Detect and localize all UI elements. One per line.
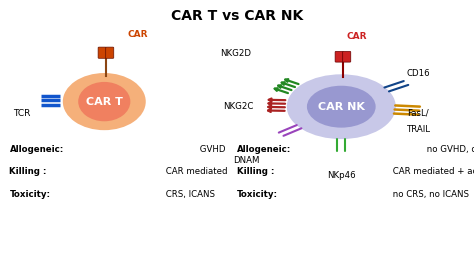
- Text: CRS, ICANS: CRS, ICANS: [163, 190, 215, 199]
- Text: Killing :: Killing :: [9, 167, 47, 177]
- Text: CAR NK: CAR NK: [318, 102, 365, 112]
- Text: GVHD: GVHD: [197, 145, 226, 154]
- Text: TRAIL: TRAIL: [407, 125, 431, 134]
- Text: FasL/: FasL/: [407, 108, 428, 118]
- Text: CD16: CD16: [407, 69, 430, 78]
- Ellipse shape: [78, 82, 130, 121]
- Text: no GVHD, off the shelf, low cost: no GVHD, off the shelf, low cost: [425, 145, 474, 154]
- Text: NKG2D: NKG2D: [220, 49, 251, 58]
- FancyBboxPatch shape: [98, 47, 106, 58]
- Text: Allogeneic:: Allogeneic:: [237, 145, 291, 154]
- Text: CAR: CAR: [127, 30, 147, 39]
- Text: CAR T: CAR T: [86, 97, 123, 107]
- FancyBboxPatch shape: [335, 51, 343, 62]
- Text: Allogeneic:: Allogeneic:: [9, 145, 64, 154]
- FancyBboxPatch shape: [106, 47, 114, 58]
- Text: NKp46: NKp46: [327, 171, 356, 180]
- Text: CAR mediated + activating receptor: CAR mediated + activating receptor: [391, 167, 474, 177]
- Text: CAR mediated: CAR mediated: [163, 167, 228, 177]
- Text: DNAM: DNAM: [233, 155, 260, 165]
- Ellipse shape: [287, 74, 396, 139]
- Ellipse shape: [63, 73, 146, 130]
- Ellipse shape: [307, 86, 375, 128]
- Text: NKG2C: NKG2C: [223, 102, 254, 111]
- Text: Toxicity:: Toxicity:: [9, 190, 50, 199]
- Text: no CRS, no ICANS: no CRS, no ICANS: [391, 190, 469, 199]
- Text: CAR T vs CAR NK: CAR T vs CAR NK: [171, 9, 303, 23]
- Text: Toxicity:: Toxicity:: [237, 190, 278, 199]
- Text: Killing :: Killing :: [237, 167, 274, 177]
- Text: TCR: TCR: [13, 108, 31, 118]
- FancyBboxPatch shape: [343, 51, 351, 62]
- Text: CAR: CAR: [346, 32, 366, 41]
